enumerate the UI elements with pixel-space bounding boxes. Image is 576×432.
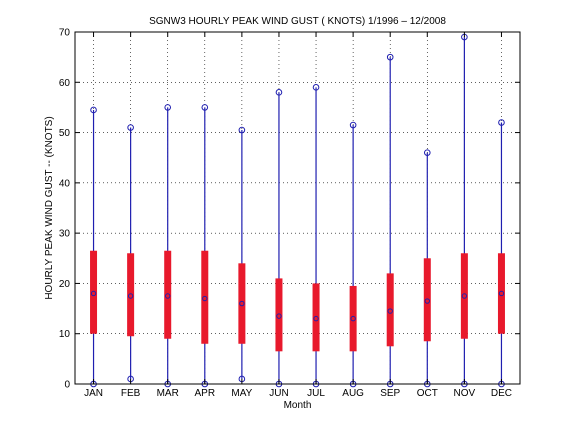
y-tick-label: 30 xyxy=(59,229,71,240)
median-marker xyxy=(498,290,505,297)
max-marker xyxy=(423,149,431,156)
box-iqr xyxy=(127,253,135,337)
y-tick-label: 10 xyxy=(59,329,71,340)
x-tick-label: JUN xyxy=(269,388,288,399)
y-tick-label: 60 xyxy=(59,78,71,89)
x-tick-label: JAN xyxy=(84,388,103,399)
x-tick-label: SEP xyxy=(380,388,400,399)
y-tick-label: 40 xyxy=(59,178,71,189)
x-tick-label: AUG xyxy=(342,388,364,399)
box-series xyxy=(90,33,505,388)
x-axis-ticks: JAN FEB MAR APR MAY JUN JUL AUG SEP OCT NOV DEC xyxy=(84,32,512,399)
median-marker xyxy=(202,295,208,302)
box-iqr xyxy=(312,283,320,352)
median-marker xyxy=(239,300,245,307)
y-tick-label: 0 xyxy=(64,380,70,391)
max-marker xyxy=(498,119,505,126)
x-axis-label: Month xyxy=(284,400,312,411)
median-marker xyxy=(387,308,393,314)
max-marker xyxy=(312,84,320,91)
median-marker xyxy=(461,293,468,299)
x-tick-label: MAY xyxy=(231,388,252,399)
box-iqr xyxy=(275,278,283,352)
max-marker xyxy=(201,104,209,111)
y-axis-label: HOURLY PEAK WIND GUST -- (KNOTS) xyxy=(44,116,55,299)
median-marker xyxy=(424,298,430,304)
max-marker xyxy=(127,124,134,131)
x-tick-label: MAR xyxy=(157,388,179,399)
box-iqr xyxy=(201,250,209,344)
y-axis-ticks: 0 10 20 30 40 50 60 70 xyxy=(59,28,520,391)
y-tick-label: 50 xyxy=(59,128,71,139)
median-marker xyxy=(313,315,319,322)
chart-title: SGNW3 HOURLY PEAK WIND GUST ( KNOTS) 1/1… xyxy=(149,16,446,27)
box-iqr xyxy=(349,285,357,352)
box-iqr xyxy=(90,250,98,334)
max-marker xyxy=(349,121,357,129)
x-tick-label: JUL xyxy=(307,388,325,399)
x-tick-label: NOV xyxy=(454,388,476,399)
x-tick-label: OCT xyxy=(417,388,438,399)
median-marker xyxy=(165,293,171,299)
median-marker xyxy=(276,313,282,319)
box-iqr xyxy=(164,250,172,339)
max-marker xyxy=(275,89,283,96)
x-tick-label: DEC xyxy=(491,388,512,399)
y-tick-label: 70 xyxy=(59,28,71,39)
median-marker xyxy=(350,315,356,322)
box-iqr xyxy=(238,263,246,344)
median-marker xyxy=(90,290,97,297)
median-marker xyxy=(127,293,134,299)
box-iqr xyxy=(423,258,431,342)
max-marker xyxy=(386,53,394,61)
x-tick-label: FEB xyxy=(121,388,141,399)
box-iqr xyxy=(386,273,394,347)
x-tick-label: APR xyxy=(195,388,216,399)
box-iqr xyxy=(460,253,468,339)
max-marker xyxy=(238,126,246,134)
box-iqr xyxy=(497,253,505,334)
max-marker xyxy=(164,104,172,111)
plot-frame xyxy=(74,31,521,385)
y-tick-label: 20 xyxy=(59,279,71,290)
max-marker xyxy=(90,106,97,114)
